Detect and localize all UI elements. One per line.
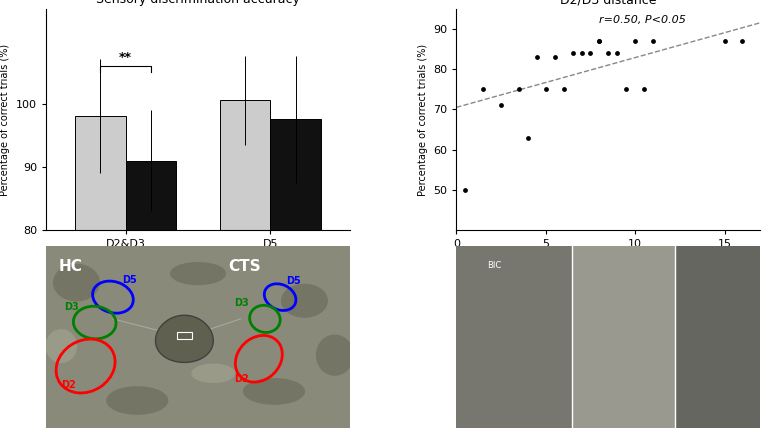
Bar — [270, 119, 321, 432]
Point — [629, 38, 641, 44]
Point — [584, 50, 597, 57]
Point — [521, 134, 534, 141]
Bar — [126, 161, 177, 432]
Point — [495, 102, 507, 109]
X-axis label: D2/D3 Distance (mm): D2/D3 Distance (mm) — [548, 255, 669, 265]
Text: D2: D2 — [234, 375, 250, 384]
Text: D2: D2 — [61, 380, 76, 390]
Point — [540, 86, 552, 93]
Point — [558, 86, 570, 93]
Y-axis label: Percentage of correct trials (%): Percentage of correct trials (%) — [1, 43, 11, 196]
Point — [602, 50, 614, 57]
Point — [638, 86, 650, 93]
Y-axis label: Percentage of correct trials (%): Percentage of correct trials (%) — [418, 43, 428, 196]
Bar — [220, 101, 270, 432]
Ellipse shape — [54, 264, 99, 301]
Point — [620, 86, 632, 93]
Point — [593, 38, 605, 44]
Text: D5: D5 — [122, 275, 137, 285]
Point — [611, 50, 624, 57]
Point — [531, 54, 543, 60]
Bar — [675, 246, 760, 428]
Point — [548, 54, 561, 60]
Bar — [572, 246, 675, 428]
Text: HC: HC — [58, 259, 82, 274]
Point — [459, 187, 472, 194]
Text: r=0.50, P<0.05: r=0.50, P<0.05 — [599, 15, 687, 25]
Bar — [75, 116, 126, 432]
Text: **: ** — [119, 51, 132, 64]
Point — [513, 86, 525, 93]
Point — [647, 38, 659, 44]
Text: B: B — [396, 0, 409, 4]
Ellipse shape — [107, 387, 167, 414]
Text: BIC: BIC — [487, 261, 501, 270]
Title: Sensory discrimination accuracy: Sensory discrimination accuracy — [96, 0, 300, 6]
Point — [718, 38, 730, 44]
Ellipse shape — [243, 379, 304, 404]
Ellipse shape — [170, 263, 225, 284]
Text: D5: D5 — [286, 276, 301, 286]
Text: D3: D3 — [234, 298, 250, 308]
Ellipse shape — [46, 330, 77, 362]
Point — [593, 38, 605, 44]
Text: D3: D3 — [65, 302, 79, 312]
Point — [567, 50, 579, 57]
Ellipse shape — [192, 364, 234, 382]
Point — [737, 38, 749, 44]
Title: Sensory discrimination accuracy versus
D2/D3 distance: Sensory discrimination accuracy versus D… — [484, 0, 733, 6]
Bar — [456, 246, 572, 428]
Point — [575, 50, 588, 57]
Polygon shape — [155, 315, 214, 362]
Ellipse shape — [316, 335, 353, 375]
Bar — [177, 332, 192, 339]
Text: CTS: CTS — [228, 259, 261, 274]
Ellipse shape — [282, 284, 327, 317]
Point — [477, 86, 489, 93]
